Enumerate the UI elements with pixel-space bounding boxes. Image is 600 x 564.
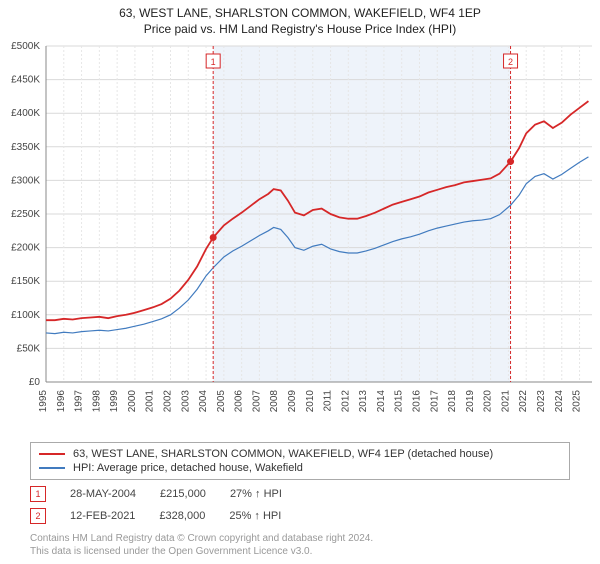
sale-date: 28-MAY-2004 — [70, 488, 136, 500]
svg-text:£300K: £300K — [11, 175, 40, 186]
svg-text:£400K: £400K — [11, 108, 40, 119]
svg-text:£350K: £350K — [11, 142, 40, 153]
legend-label: 63, WEST LANE, SHARLSTON COMMON, WAKEFIE… — [73, 448, 493, 460]
footer-line-2: This data is licensed under the Open Gov… — [30, 545, 570, 558]
svg-text:2004: 2004 — [198, 390, 209, 413]
svg-text:2001: 2001 — [145, 390, 156, 413]
svg-text:1998: 1998 — [91, 390, 102, 413]
svg-text:2016: 2016 — [411, 390, 422, 413]
title-block: 63, WEST LANE, SHARLSTON COMMON, WAKEFIE… — [0, 0, 600, 38]
svg-text:2023: 2023 — [536, 390, 547, 413]
svg-text:2017: 2017 — [429, 390, 440, 413]
title-line-2: Price paid vs. HM Land Registry's House … — [0, 22, 600, 36]
svg-text:2022: 2022 — [518, 390, 529, 413]
chart-plot-area: £0 £50K £100K £150K £200K £250K £300K £350K £400… — [0, 38, 600, 438]
svg-text:2013: 2013 — [358, 390, 369, 413]
svg-text:£150K: £150K — [11, 276, 40, 287]
sale-record: 2 12-FEB-2021 £328,000 25% ↑ HPI — [30, 508, 570, 524]
svg-text:2024: 2024 — [554, 390, 565, 413]
svg-text:1995: 1995 — [38, 390, 49, 413]
sale-marker-icon: 1 — [30, 486, 46, 502]
footer-line-1: Contains HM Land Registry data © Crown c… — [30, 532, 570, 545]
svg-text:2007: 2007 — [251, 390, 262, 413]
svg-text:2002: 2002 — [162, 390, 173, 413]
svg-text:2009: 2009 — [287, 390, 298, 413]
chart-container: 63, WEST LANE, SHARLSTON COMMON, WAKEFIE… — [0, 0, 600, 558]
legend-item: 63, WEST LANE, SHARLSTON COMMON, WAKEFIE… — [39, 447, 561, 461]
svg-text:2020: 2020 — [483, 390, 494, 413]
svg-text:2015: 2015 — [394, 390, 405, 413]
svg-text:2010: 2010 — [305, 390, 316, 413]
svg-text:£50K: £50K — [17, 343, 41, 354]
svg-text:£0: £0 — [29, 377, 41, 388]
svg-text:2025: 2025 — [572, 390, 583, 413]
svg-text:2012: 2012 — [340, 390, 351, 413]
legend-swatch — [39, 467, 65, 469]
svg-text:2008: 2008 — [269, 390, 280, 413]
svg-text:1996: 1996 — [56, 390, 67, 413]
svg-text:2005: 2005 — [216, 390, 227, 413]
sale-price: £328,000 — [159, 510, 205, 522]
svg-text:2018: 2018 — [447, 390, 458, 413]
svg-text:£100K: £100K — [11, 310, 40, 321]
legend-label: HPI: Average price, detached house, Wake… — [73, 462, 303, 474]
legend: 63, WEST LANE, SHARLSTON COMMON, WAKEFIE… — [30, 442, 570, 480]
svg-text:2014: 2014 — [376, 390, 387, 413]
svg-text:1: 1 — [211, 57, 216, 67]
svg-text:2011: 2011 — [323, 390, 334, 412]
sale-hpi-delta: 25% ↑ HPI — [229, 510, 281, 522]
svg-text:2006: 2006 — [234, 390, 245, 413]
footer-attribution: Contains HM Land Registry data © Crown c… — [30, 532, 570, 558]
sale-record: 1 28-MAY-2004 £215,000 27% ↑ HPI — [30, 486, 570, 502]
svg-text:£500K: £500K — [11, 41, 40, 52]
title-line-1: 63, WEST LANE, SHARLSTON COMMON, WAKEFIE… — [0, 6, 600, 20]
legend-item: HPI: Average price, detached house, Wake… — [39, 461, 561, 475]
legend-swatch — [39, 453, 65, 455]
svg-text:£200K: £200K — [11, 243, 40, 254]
svg-text:2021: 2021 — [500, 390, 511, 413]
sale-date: 12-FEB-2021 — [70, 510, 135, 522]
sale-hpi-delta: 27% ↑ HPI — [230, 488, 282, 500]
svg-text:2019: 2019 — [465, 390, 476, 413]
svg-text:£250K: £250K — [11, 209, 40, 220]
svg-text:2003: 2003 — [180, 390, 191, 413]
svg-text:2000: 2000 — [127, 390, 138, 413]
svg-text:2: 2 — [508, 57, 513, 67]
sale-marker-icon: 2 — [30, 508, 46, 524]
chart-svg: £0 £50K £100K £150K £200K £250K £300K £350K £400… — [0, 38, 600, 438]
svg-text:1997: 1997 — [74, 390, 85, 413]
sale-price: £215,000 — [160, 488, 206, 500]
svg-text:£450K: £450K — [11, 75, 40, 86]
svg-text:1999: 1999 — [109, 390, 120, 413]
